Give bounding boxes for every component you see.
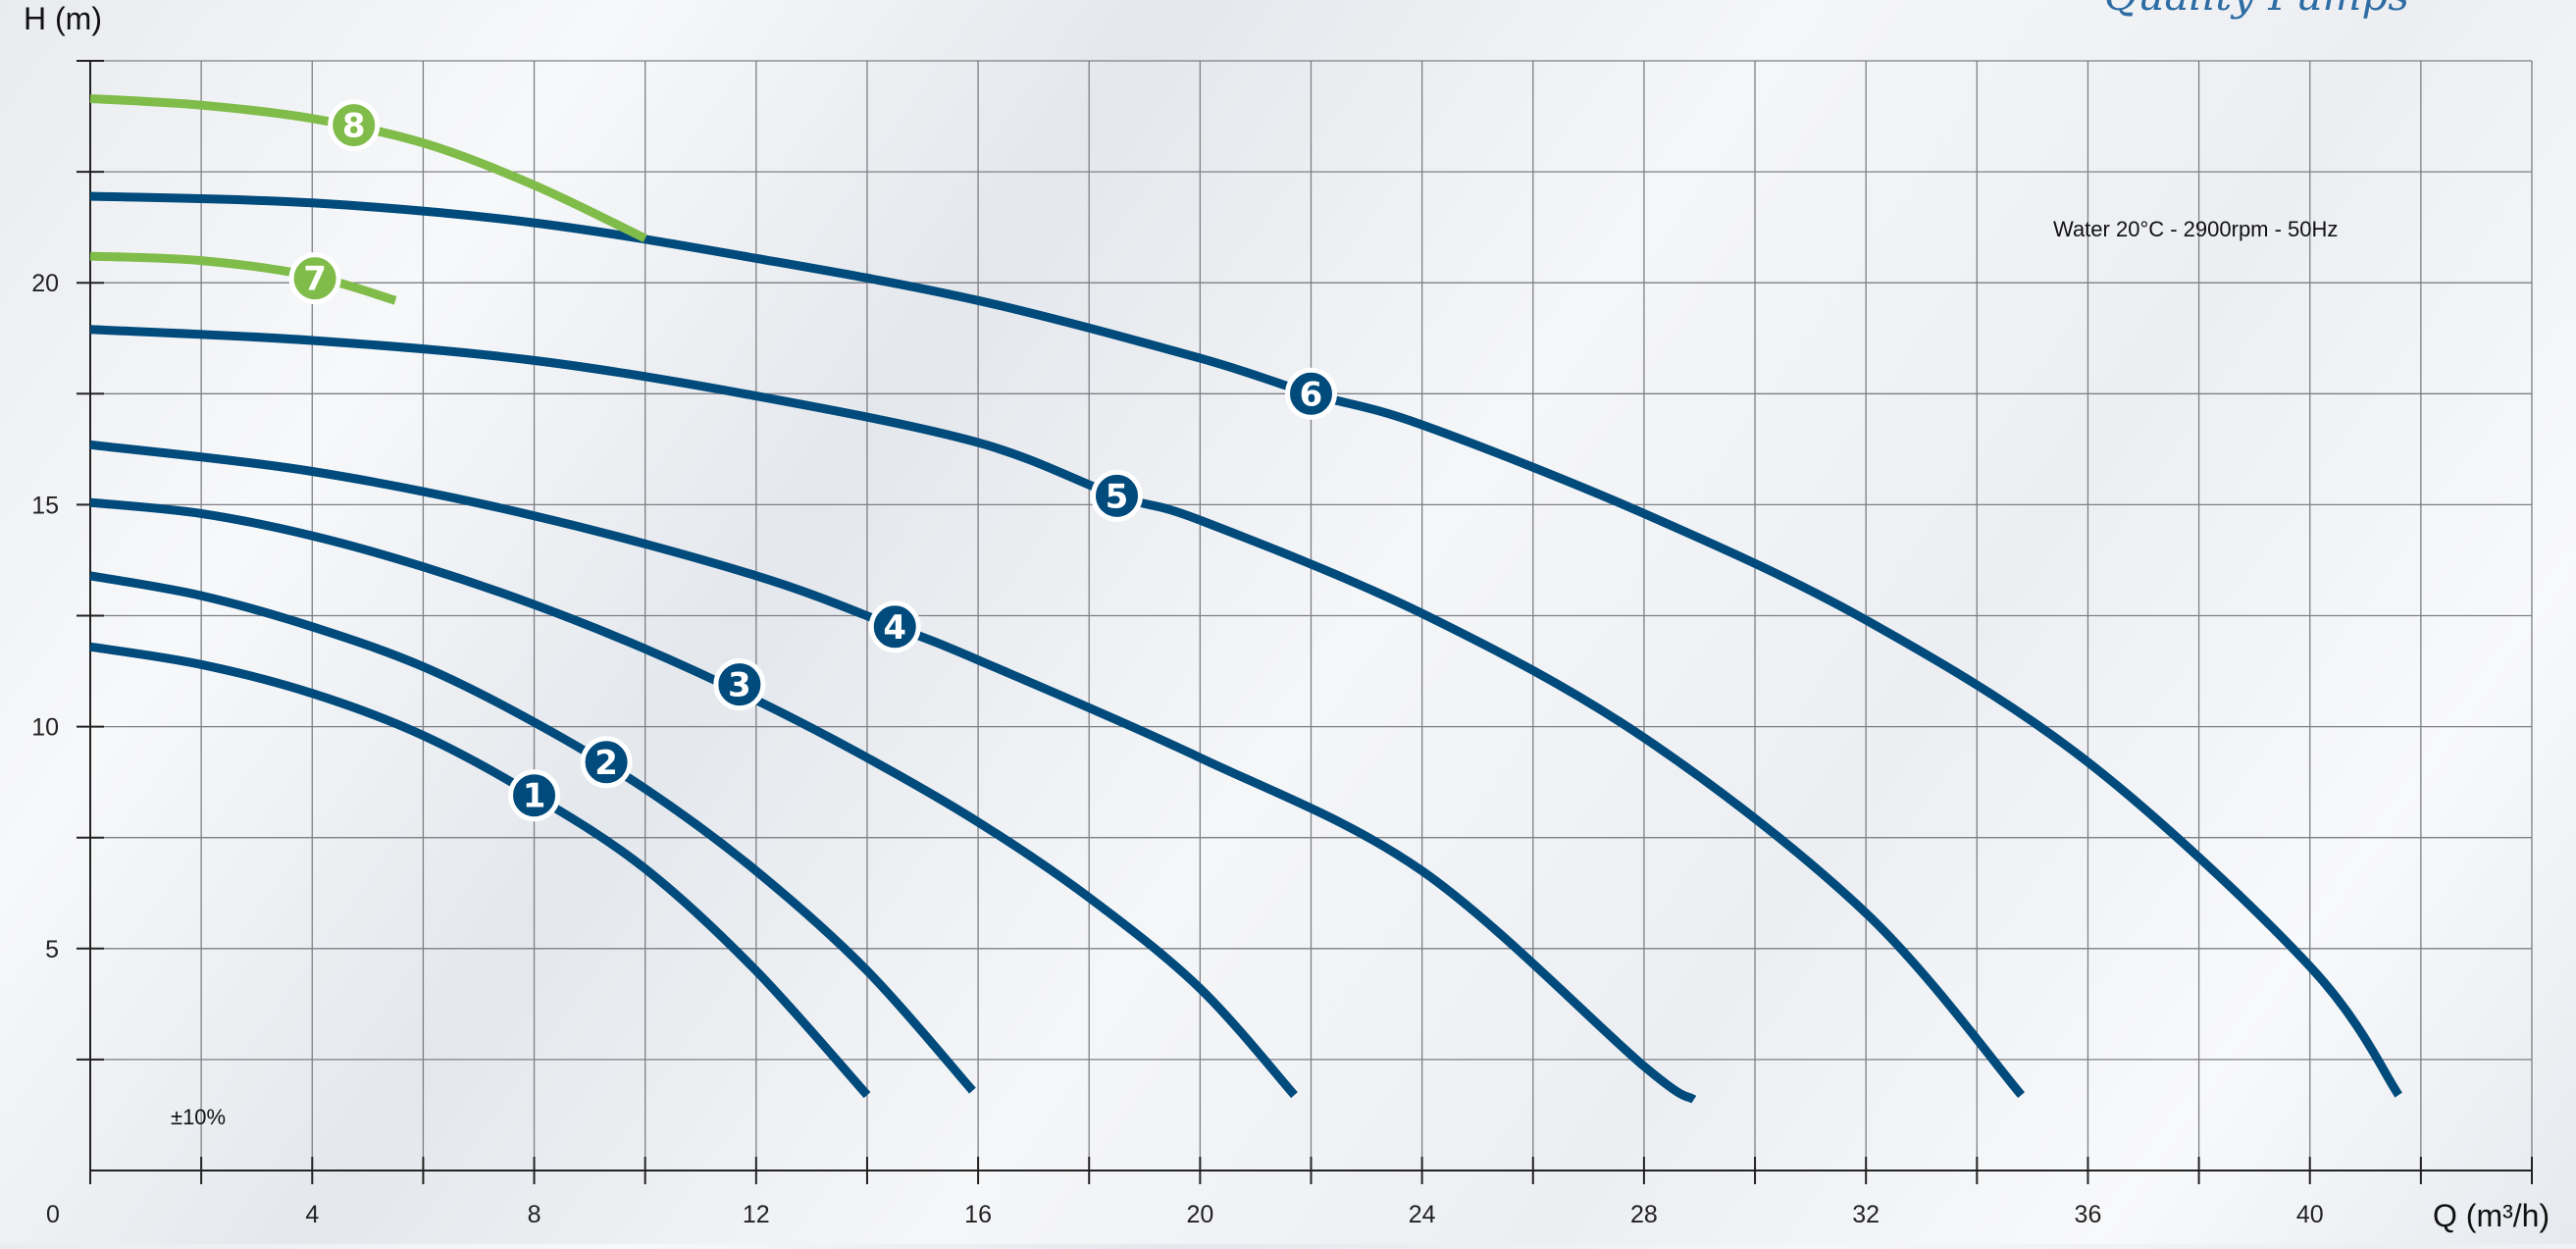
- curve-line-3: [89, 497, 1298, 1099]
- curve-line-5: [89, 325, 2026, 1099]
- curves: [89, 94, 2402, 1104]
- curve-line-1: [89, 642, 871, 1099]
- curve-line-2: [89, 571, 976, 1094]
- tolerance-annotation: ±10%: [171, 1105, 226, 1129]
- x-tick-label: 8: [528, 1201, 541, 1228]
- x-tick-label: 40: [2296, 1201, 2324, 1228]
- y-tick-label: 5: [45, 936, 59, 963]
- y-tick-label: 15: [31, 492, 59, 519]
- brand-logo: Quality Pumps: [2104, 0, 2409, 20]
- curve-marker-label-5: 5: [1106, 477, 1129, 516]
- curve-line-6: [89, 191, 2402, 1098]
- y-axis-title: H (m): [24, 1, 102, 36]
- x-tick-label: 28: [1630, 1201, 1658, 1228]
- curve-marker-1: [508, 769, 561, 822]
- curve-marker-4: [868, 600, 921, 653]
- x-tick-label: 0: [46, 1201, 60, 1228]
- curve-marker-label-7: 7: [303, 260, 327, 299]
- curve-marker-8: [328, 99, 381, 152]
- curve-line-4: [89, 440, 1697, 1104]
- curve-marker-5: [1091, 469, 1144, 522]
- curve-marker-3: [713, 658, 766, 711]
- curve-line-7: [89, 251, 397, 305]
- x-tick-label: 4: [305, 1201, 319, 1228]
- curve-marker-6: [1285, 367, 1337, 420]
- x-tick-label: 36: [2075, 1201, 2102, 1228]
- curve-marker-label-8: 8: [342, 107, 366, 146]
- x-tick-label: 12: [743, 1201, 770, 1228]
- y-tick-label: 10: [31, 714, 59, 742]
- y-tick-label: 20: [31, 270, 59, 297]
- x-tick-label: 32: [1852, 1201, 1880, 1228]
- curve-marker-2: [580, 736, 633, 789]
- x-tick-label: 16: [964, 1201, 992, 1228]
- conditions-annotation: Water 20°C - 2900rpm - 50Hz: [2053, 217, 2338, 241]
- x-tick-label: 24: [1409, 1201, 1436, 1228]
- curve-marker-label-6: 6: [1300, 375, 1323, 414]
- curve-marker-label-1: 1: [523, 777, 546, 816]
- x-tick-label: 20: [1186, 1201, 1213, 1228]
- curve-marker-label-3: 3: [728, 666, 751, 705]
- curve-marker-label-2: 2: [594, 744, 618, 783]
- curve-markers: 1 2 3 4 5 6 7 8: [288, 99, 1337, 822]
- x-axis-title: Q (m³/h): [2433, 1198, 2550, 1233]
- curve-marker-7: [288, 252, 341, 305]
- curve-marker-label-4: 4: [883, 608, 906, 648]
